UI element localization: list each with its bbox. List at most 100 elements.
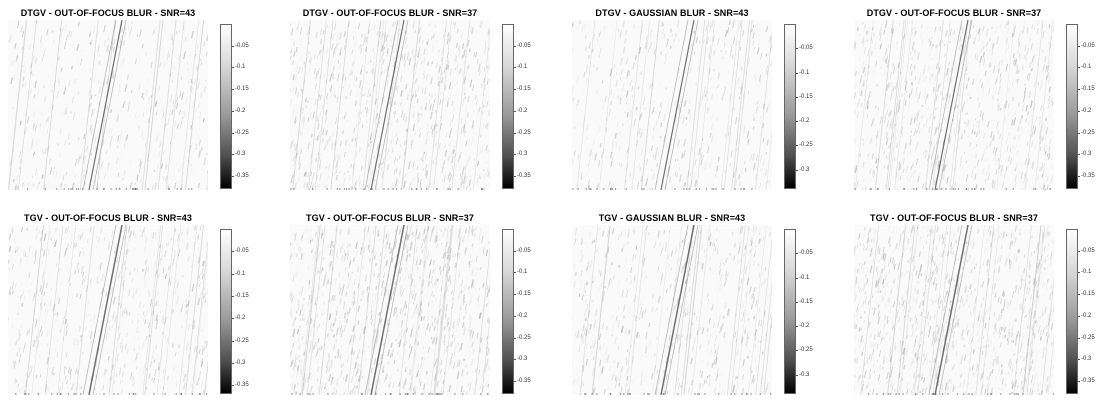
colorbar-tick-label: -0.05 [1081,43,1095,49]
colorbar-tick-label: -0.35 [517,378,531,384]
reconstruction-image [854,225,1054,395]
colorbar-tick-mark [796,278,798,279]
colorbar-tick-label: -0.1 [235,271,245,277]
colorbar-tick-label: -0.3 [799,372,809,378]
colorbar-tick-label: -0.2 [1081,108,1091,114]
colorbar-tick-mark [1078,294,1080,295]
colorbar-tick-label: -0.25 [235,338,249,344]
colorbar-tick-mark [232,296,234,297]
reconstruction-image [572,225,772,395]
panel-title: TGV - OUT-OF-FOCUS BLUR - SNR=37 [290,213,490,223]
colorbar-tick-mark [232,89,234,90]
colorbar-tick-label: -0.05 [517,248,531,254]
colorbar-tick-label: -0.1 [517,64,527,70]
panel-r2-c4: TGV - OUT-OF-FOCUS BLUR - SNR=37-0.05-0.… [854,213,1094,403]
colorbar-tick-mark [796,121,798,122]
colorbar-tick-label: -0.2 [799,118,809,124]
colorbar-tick-mark [514,381,516,382]
colorbar-tick-mark [514,294,516,295]
figure-grid: DTGV - OUT-OF-FOCUS BLUR - SNR=43 -0.05 -0… [0,0,1099,392]
colorbar-tick-mark [232,46,234,47]
colorbar-tick-label: -0.35 [235,173,249,179]
panel-title: DTGV - OUT-OF-FOCUS BLUR - SNR=37 [854,8,1054,18]
colorbar-tick-mark [796,302,798,303]
colorbar-tick-mark [232,133,234,134]
colorbar-tick-label: -0.25 [799,142,813,148]
colorbar-tick-label: -0.15 [1081,291,1095,297]
colorbar-tick-label: -0.05 [235,43,249,49]
colorbar-tick-label: -0.2 [517,108,527,114]
colorbar-tick-mark [232,111,234,112]
colorbar-tick-mark [514,67,516,68]
colorbar-tick-mark [514,359,516,360]
panel-title: DTGV - GAUSSIAN BLUR - SNR=43 [572,8,772,18]
colorbar-tick-mark [232,385,234,386]
colorbar-tick-mark [232,341,234,342]
colorbar-tick-label: -0.25 [517,335,531,341]
colorbar-tick-label: -0.2 [799,323,809,329]
colorbar-tick-mark [232,363,234,364]
colorbar-tick-mark [232,176,234,177]
colorbar-tick-mark [1078,381,1080,382]
colorbar-tick-label: -0.3 [235,360,245,366]
colorbar-tick-mark [1078,316,1080,317]
colorbar-tick-label: -0.15 [235,293,249,299]
colorbar-tick-mark [514,251,516,252]
colorbar-tick-label: -0.05 [799,45,813,51]
reconstruction-image [8,20,208,190]
colorbar-tick-label: -0.15 [235,86,249,92]
reconstruction-image [8,225,208,395]
colorbar-tick-label: -0.1 [1081,269,1091,275]
colorbar-tick-label: -0.1 [799,275,809,281]
colorbar-tick-mark [1078,133,1080,134]
colorbar-tick-mark [514,46,516,47]
colorbar-tick-mark [796,253,798,254]
panel-title: DTGV - OUT-OF-FOCUS BLUR - SNR=37 [290,8,490,18]
colorbar-tick-label: -0.3 [1081,356,1091,362]
colorbar-tick-mark [514,154,516,155]
colorbar-tick-mark [796,350,798,351]
colorbar-tick-label: -0.25 [517,130,531,136]
colorbar-tick-mark [1078,46,1080,47]
colorbar-tick-label: -0.15 [799,299,813,305]
colorbar-tick-mark [514,133,516,134]
colorbar-tick-label: -0.2 [235,108,245,114]
colorbar [784,24,796,189]
colorbar-tick-mark [1078,251,1080,252]
colorbar-tick-mark [1078,111,1080,112]
colorbar-tick-label: -0.25 [1081,335,1095,341]
panel-title: TGV - GAUSSIAN BLUR - SNR=43 [572,213,772,223]
colorbar-tick-label: -0.15 [1081,86,1095,92]
colorbar-tick-mark [1078,272,1080,273]
colorbar-tick-label: -0.15 [799,94,813,100]
colorbar-tick-mark [1078,154,1080,155]
colorbar-tick-mark [514,272,516,273]
colorbar-tick-label: -0.25 [235,130,249,136]
colorbar-tick-label: -0.3 [799,167,809,173]
panel-r2-c1: TGV - OUT-OF-FOCUS BLUR - SNR=43-0.05-0.… [8,213,248,403]
colorbar-tick-label: -0.05 [517,43,531,49]
panel-r1-c4: DTGV - OUT-OF-FOCUS BLUR - SNR=37 -0.05 -0… [854,8,1094,198]
colorbar-tick-label: -0.15 [517,291,531,297]
colorbar-tick-label: -0.1 [1081,64,1091,70]
colorbar [784,229,796,394]
colorbar-tick-label: -0.2 [235,315,245,321]
colorbar-tick-label: -0.25 [1081,130,1095,136]
colorbar-tick-label: -0.3 [1081,151,1091,157]
colorbar [1066,24,1078,189]
colorbar-tick-label: -0.1 [517,269,527,275]
panel-title: DTGV - OUT-OF-FOCUS BLUR - SNR=43 [8,8,208,18]
colorbar-tick-label: -0.05 [235,248,249,254]
colorbar-tick-label: -0.35 [1081,173,1095,179]
colorbar [1066,229,1078,394]
colorbar-tick-label: -0.35 [235,382,249,388]
colorbar-tick-label: -0.3 [235,151,245,157]
colorbar-tick-label: -0.25 [799,347,813,353]
colorbar-tick-mark [1078,176,1080,177]
panel-r2-c2: TGV - OUT-OF-FOCUS BLUR - SNR=37 -0.05 -0.… [290,213,530,403]
colorbar [220,24,232,189]
colorbar-tick-label: -0.1 [235,64,245,70]
panel-r2-c3: TGV - GAUSSIAN BLUR - SNR=43-0.05-0.1-0.… [572,213,812,403]
colorbar-tick-label: -0.2 [1081,313,1091,319]
colorbar-tick-label: -0.2 [517,313,527,319]
